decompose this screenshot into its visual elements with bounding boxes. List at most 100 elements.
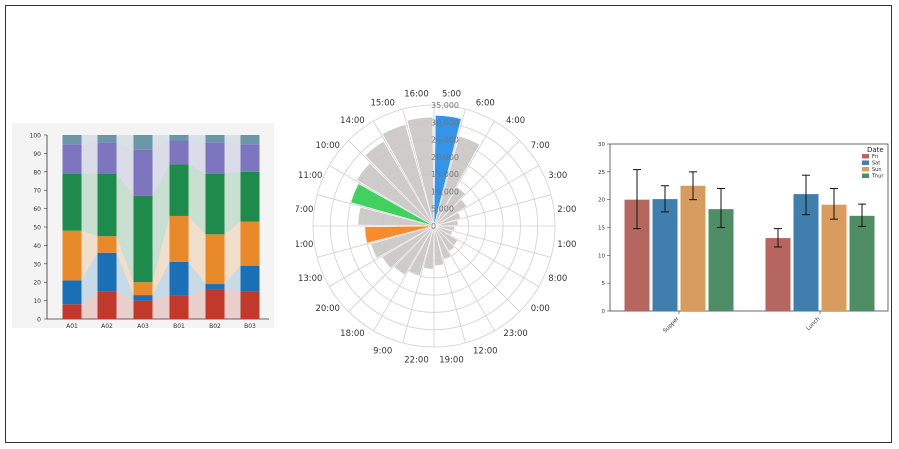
flow-band xyxy=(224,142,241,174)
polar-bar xyxy=(393,225,435,276)
angle-label: 2:00 xyxy=(557,205,576,215)
legend-title: Date xyxy=(867,146,884,154)
angle-label: 11:00 xyxy=(298,171,323,181)
flow-band xyxy=(81,252,98,305)
polar-bar xyxy=(382,124,435,227)
bar-segment xyxy=(97,142,117,174)
y-tick-label: 30 xyxy=(33,261,41,268)
polar-bar xyxy=(433,225,445,267)
x-tick-label: Lunch xyxy=(806,316,822,332)
flow-band xyxy=(224,171,241,235)
legend-label: Sun xyxy=(872,167,882,173)
bar-segment xyxy=(133,282,153,296)
polar-bar xyxy=(364,225,435,244)
x-tick-label: B01 xyxy=(173,323,185,328)
angle-label: 0:00 xyxy=(531,304,550,314)
flow-band xyxy=(188,289,206,319)
flow-band xyxy=(224,135,241,145)
flow-band xyxy=(224,289,241,319)
angle-label: 16:00 xyxy=(404,90,429,100)
polar-bar xyxy=(433,187,466,227)
bar-segment xyxy=(62,135,82,145)
polar-bar xyxy=(433,225,452,260)
x-tick-label: Supper xyxy=(662,316,681,335)
flow-band xyxy=(81,291,98,319)
bar-segment xyxy=(133,300,153,319)
x-tick-label: B02 xyxy=(209,323,221,328)
bar-segment xyxy=(133,295,153,301)
flow-band xyxy=(188,140,206,174)
flow-band xyxy=(152,295,170,319)
angle-label: 9:00 xyxy=(373,346,392,356)
y-tick-label: 20 xyxy=(33,280,41,287)
bar-segment xyxy=(133,135,153,150)
angular-grid-line xyxy=(402,225,435,343)
polar-bar xyxy=(381,225,435,269)
legend-label: Thur xyxy=(871,174,884,180)
angular-grid-line xyxy=(433,194,551,227)
angular-grid-line xyxy=(433,225,520,312)
flow-band xyxy=(152,261,170,301)
angle-label: 19:00 xyxy=(439,355,464,364)
flow-band xyxy=(116,236,134,296)
bar-segment xyxy=(240,221,260,266)
radial-tick-label: 35,000 xyxy=(431,101,459,110)
angle-label: 15:00 xyxy=(370,99,395,109)
bar-segment xyxy=(97,135,117,143)
bar-segment xyxy=(97,252,117,292)
angular-grid-line xyxy=(317,225,435,258)
polar-bar xyxy=(433,225,459,246)
bar-segment xyxy=(240,291,260,319)
flow-band xyxy=(224,221,241,285)
angle-label: 5:00 xyxy=(442,90,461,100)
y-tick-label: 50 xyxy=(33,225,41,232)
bar-segment xyxy=(97,173,117,237)
flow-band xyxy=(81,142,98,174)
flow-band xyxy=(116,135,134,150)
bar-segment xyxy=(240,265,260,292)
bar-segment xyxy=(240,171,260,222)
legend-swatch xyxy=(862,167,869,172)
bar xyxy=(765,238,791,311)
bar xyxy=(680,185,706,311)
polar-bar xyxy=(408,225,435,277)
y-tick-label: 0 xyxy=(602,309,606,315)
flow-band xyxy=(152,164,170,283)
polar-bar xyxy=(423,225,435,270)
bar-segment xyxy=(169,215,189,262)
y-tick-label: 80 xyxy=(33,169,41,176)
polar-bar xyxy=(433,225,453,236)
flow-band xyxy=(188,135,206,143)
figure-frame: 0 10 20 30 40 50 60 70 80 90 100 A01 A02 A03 B01 B02 B03… xyxy=(5,5,892,443)
bar-segment xyxy=(205,135,225,143)
bar xyxy=(821,204,847,311)
angle-label: 3:00 xyxy=(548,171,567,181)
bar-segment xyxy=(205,284,225,290)
angle-label: 7:00 xyxy=(531,141,550,151)
bar-segment xyxy=(62,280,82,305)
bar-segment xyxy=(169,135,189,141)
x-tick-label: A03 xyxy=(137,323,149,328)
y-tick-label: 0 xyxy=(37,317,41,324)
legend-swatch xyxy=(862,154,869,159)
y-tick-label: 20 xyxy=(598,198,605,204)
radial-tick-label: 25,000 xyxy=(431,136,459,145)
angle-label: 1:00 xyxy=(557,240,576,250)
angle-label: 22:00 xyxy=(404,355,429,364)
flow-band xyxy=(188,215,206,285)
y-tick-label: 25 xyxy=(598,170,605,176)
polar-bar xyxy=(433,199,468,227)
stacked-percent-chart: 0 10 20 30 40 50 60 70 80 90 100 A01 A02 A03 B01 B02 B03 xyxy=(12,123,274,328)
angle-label: 12:00 xyxy=(473,346,498,356)
angular-grid-line xyxy=(373,225,435,331)
polar-bar xyxy=(350,183,435,227)
polar-bar xyxy=(433,115,462,227)
bar-segment xyxy=(62,304,82,319)
radial-tick-label: 20,000 xyxy=(431,153,459,162)
angular-grid-line xyxy=(433,121,495,227)
bar-segment xyxy=(133,149,153,196)
radial-tick-label: 15,000 xyxy=(431,170,459,179)
angle-label: 6:00 xyxy=(476,99,495,109)
y-tick-label: 70 xyxy=(33,188,41,195)
